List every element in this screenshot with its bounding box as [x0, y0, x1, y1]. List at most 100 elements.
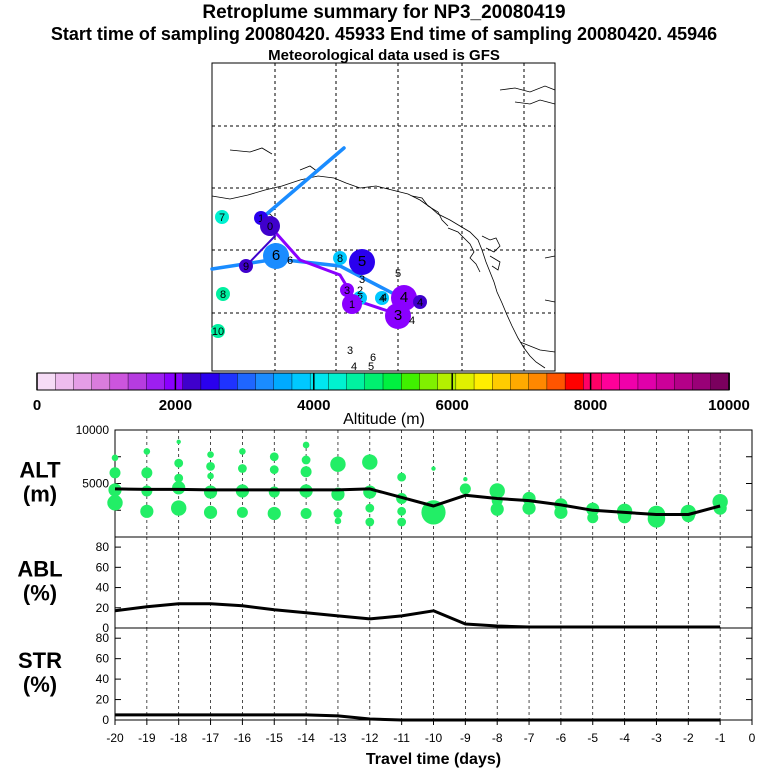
altitude-point [171, 500, 187, 516]
altitude-point [713, 501, 727, 515]
colorbar-cell [291, 372, 311, 391]
colorbar-cell [619, 372, 639, 391]
y-axis-label: (%) [23, 672, 57, 697]
map-marker-dot [375, 291, 389, 305]
altitude-point [239, 448, 246, 455]
map-marker: 7 [215, 210, 229, 224]
map-marker-label: 4 [400, 289, 408, 306]
map-text-label: 4 [351, 361, 357, 373]
colorbar-cell [528, 372, 548, 391]
x-tick-label: -11 [393, 731, 410, 745]
str-line [115, 713, 721, 722]
map-marker-label: 0 [267, 221, 273, 233]
map-marker: 0 [260, 216, 280, 236]
altitude-point [111, 454, 119, 462]
colorbar-cell [401, 372, 421, 391]
y-tick-label: 60 [96, 652, 110, 666]
map-marker-label: 6 [272, 247, 280, 264]
x-axis-label: Travel time (days) [366, 751, 501, 768]
altitude-point [330, 456, 346, 472]
abl-line [114, 602, 721, 629]
x-tick-label: -18 [170, 731, 188, 745]
colorbar-cell [674, 372, 694, 391]
altitude-point [238, 464, 247, 473]
altitude-point [397, 472, 407, 482]
altitude-point [203, 485, 218, 499]
altitude-point [207, 451, 214, 458]
map-marker-dot [349, 249, 375, 275]
time-series-panels: 500010000ALT(m)020406080ABL(%)020406080S… [17, 423, 755, 768]
altitude-point [300, 466, 312, 478]
altitude-point [302, 441, 310, 449]
panel-alt: 5000 10000 ALT(m) [19, 423, 753, 538]
altitude-point [490, 502, 504, 516]
map-marker-label: 9 [243, 261, 249, 273]
map-marker: 3 [385, 303, 411, 329]
colorbar-cell [127, 372, 148, 391]
altitude-point [431, 466, 436, 471]
altitude-point [587, 512, 599, 524]
altitude-point [176, 439, 181, 444]
altitude-point [174, 473, 184, 483]
y-tick-label: 80 [96, 631, 110, 645]
colorbar-cell [91, 372, 111, 391]
map-marker-dot [215, 210, 229, 224]
x-tick-label: -17 [202, 731, 220, 745]
map-text-label: 4 [409, 315, 415, 327]
map-marker: 1 [342, 294, 362, 314]
altitude-point [269, 465, 279, 474]
colorbar-cell [437, 372, 457, 391]
map-marker-dot [333, 251, 347, 265]
y-tick-label: 10000 [76, 423, 110, 437]
altitude-point [140, 504, 154, 518]
map-marker: 8 [333, 251, 347, 265]
colorbar-cell [583, 372, 603, 391]
altitude-point [463, 477, 468, 482]
colorbar-cell [364, 372, 384, 391]
altitude-point [365, 503, 375, 513]
y-axis-label: (m) [23, 482, 57, 507]
y-axis-label: STR [18, 648, 62, 673]
x-tick-label: -9 [460, 731, 471, 745]
colorbar-cell [255, 372, 275, 391]
altitude-point [267, 506, 281, 521]
met-data-note: Meteorological data used is GFS [268, 47, 500, 64]
colorbar-cell [382, 372, 403, 391]
panel-frame [114, 627, 753, 721]
y-tick-label: 40 [96, 581, 110, 595]
altitude-point [522, 501, 536, 515]
chart-title: Retroplume summary for NP3_20080419 [202, 2, 566, 23]
alt-line [114, 487, 721, 516]
colorbar-cells [36, 372, 730, 391]
y-axis-label: (%) [23, 581, 57, 606]
altitude-point [203, 505, 218, 519]
colorbar-cell [637, 372, 657, 391]
x-tick-label: -20 [106, 731, 124, 745]
map-marker-dot [342, 294, 362, 314]
colorbar-cell [346, 372, 366, 391]
altitude-point [301, 455, 311, 465]
map-text-label: 6 [370, 352, 376, 364]
map-marker-dot [216, 287, 230, 301]
colorbar-cell [309, 372, 330, 391]
colorbar-tick-label: 6000 [436, 397, 469, 414]
x-tick-label: -5 [587, 731, 598, 745]
altitude-point [365, 517, 375, 527]
altitude-point [362, 454, 378, 470]
y-tick-label: 60 [96, 560, 110, 574]
colorbar-cell [164, 372, 184, 391]
map-marker-dot [263, 243, 289, 269]
map-marker: 5 [349, 249, 375, 275]
x-tick-label: -15 [266, 731, 284, 745]
x-tick-label: -6 [556, 731, 567, 745]
altitude-point [268, 486, 280, 498]
sampling-times: Start time of sampling 20080420. 45933 E… [50, 24, 718, 44]
map-marker-label: 5 [358, 253, 366, 270]
x-tick-label: -7 [524, 731, 535, 745]
x-tick-label: -16 [234, 731, 252, 745]
y-tick-label: 5000 [82, 477, 109, 491]
map-text-label: 5 [368, 361, 374, 373]
